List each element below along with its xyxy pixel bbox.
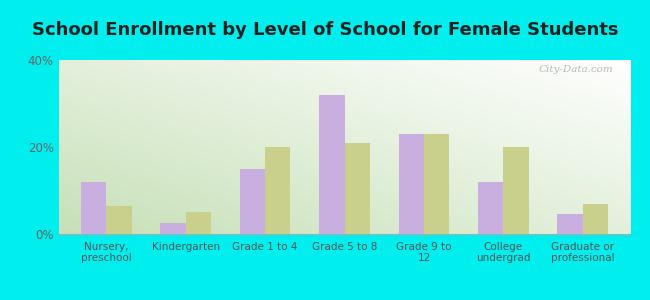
Bar [240, 169, 265, 234]
Bar [398, 134, 424, 234]
Bar [558, 214, 583, 234]
Bar [265, 147, 291, 234]
Bar [424, 134, 449, 234]
Bar [81, 182, 106, 234]
Bar [106, 206, 131, 234]
Bar [344, 143, 370, 234]
Bar [319, 95, 344, 234]
Text: School Enrollment by Level of School for Female Students: School Enrollment by Level of School for… [32, 21, 618, 39]
Bar [478, 182, 503, 234]
Bar [503, 147, 529, 234]
Bar [583, 203, 608, 234]
Text: City-Data.com: City-Data.com [539, 65, 614, 74]
Bar [186, 212, 211, 234]
Bar [160, 223, 186, 234]
